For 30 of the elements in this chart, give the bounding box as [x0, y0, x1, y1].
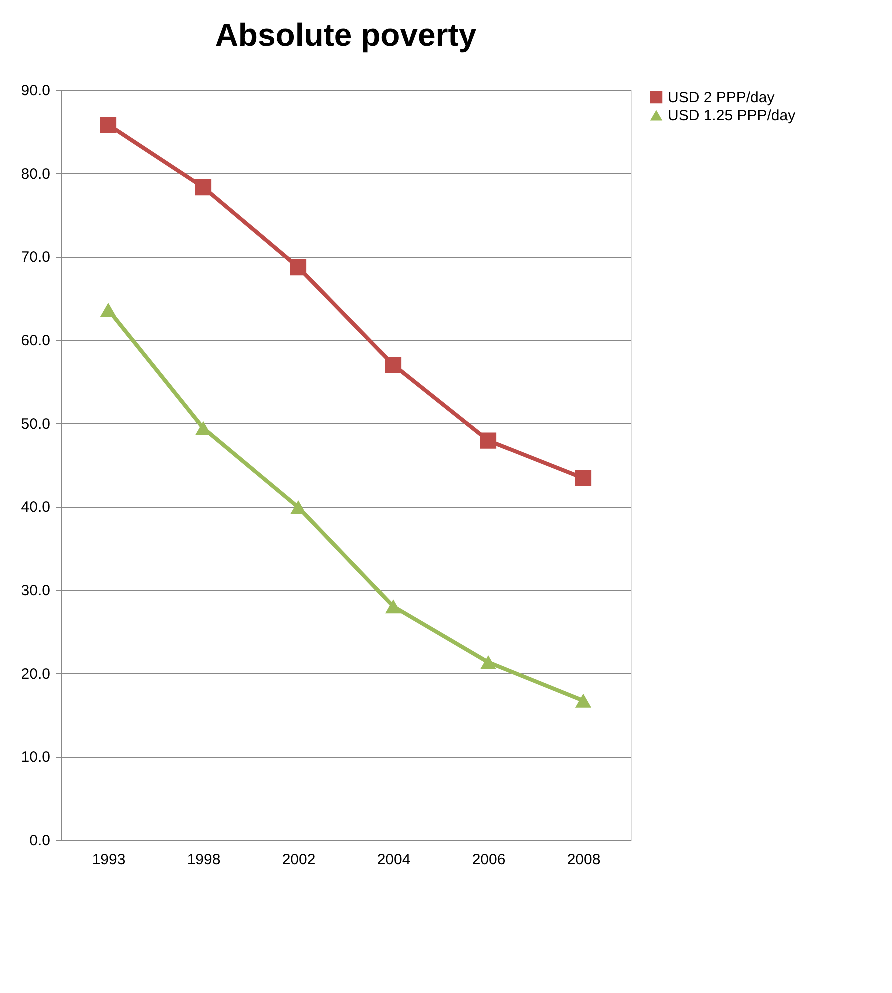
y-tick-label: 10.0	[21, 749, 50, 766]
chart-title: Absolute poverty	[215, 17, 477, 53]
y-tick-label: 90.0	[21, 82, 50, 100]
point	[290, 259, 307, 276]
x-tick-label: 2006	[472, 852, 506, 868]
y-tick-label: 80.0	[21, 166, 50, 183]
y-tick-label: 70.0	[21, 249, 50, 266]
x-tick-label: 2002	[282, 852, 316, 868]
y-tick-label: 20.0	[21, 666, 50, 683]
point	[385, 600, 402, 614]
point	[290, 500, 307, 514]
legend-label: USD 1.25 PPP/day	[668, 108, 796, 124]
point	[385, 356, 402, 374]
point	[480, 432, 497, 449]
point	[195, 179, 212, 196]
point	[100, 303, 117, 317]
x-tick-label: 2008	[567, 852, 601, 868]
point	[575, 694, 592, 708]
x-tick-label: 2004	[377, 852, 411, 868]
point	[480, 656, 497, 670]
y-tick-label: 40.0	[21, 499, 50, 516]
x-tick-label: 1998	[187, 852, 221, 868]
y-tick-label: 0.0	[30, 832, 50, 850]
y-tick-label: 30.0	[21, 582, 50, 600]
point	[100, 116, 117, 134]
y-tick-label: 50.0	[21, 416, 50, 433]
y-tick-label: 60.0	[21, 332, 50, 350]
point	[575, 470, 592, 486]
legend-label: USD 2 PPP/day	[668, 90, 776, 106]
x-tick-label: 1993	[92, 852, 126, 868]
